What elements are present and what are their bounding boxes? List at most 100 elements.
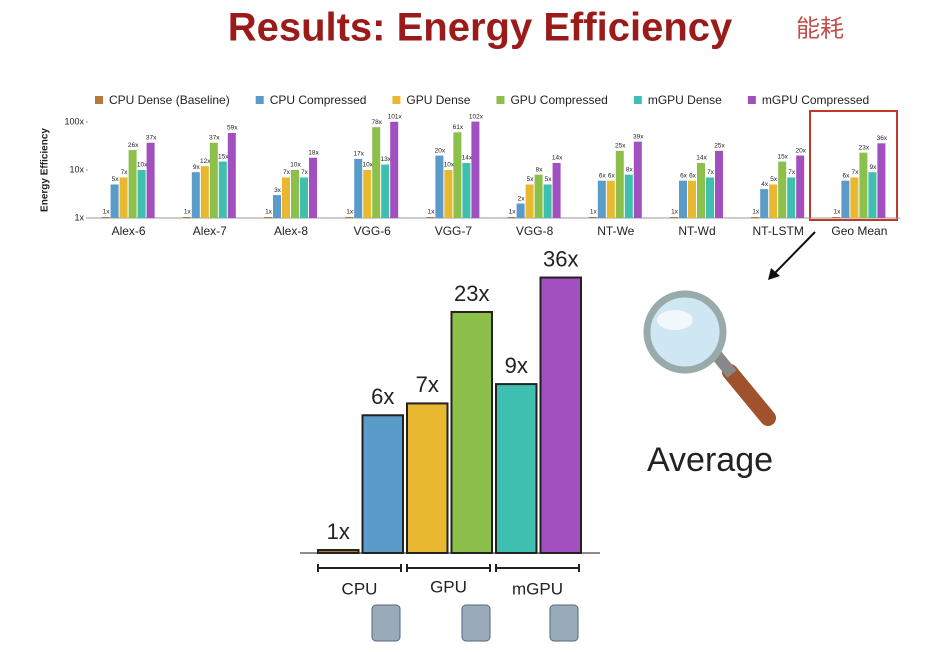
bar [516,203,525,218]
group-label: GPU [430,577,467,596]
value-label: 23x [454,281,489,306]
value-label: 13x [380,156,391,163]
value-label: 1x [833,209,841,216]
x-tick-label: VGG-7 [435,224,473,238]
value-label: 1x [509,209,517,216]
handwritten-note: 能耗 [796,15,844,42]
x-tick-label: NT-Wd [678,224,715,238]
bar [679,180,687,218]
bar [444,170,453,218]
slide-title: Results: Energy Efficiency [228,6,733,50]
magnifier-icon [643,290,776,426]
bar [426,217,435,218]
legend-label: mGPU Dense [648,93,722,107]
y-tick-label: 1x [74,212,84,222]
bar [200,166,209,218]
legend-swatch [255,96,264,104]
value-label: 36x [543,246,578,271]
bar [462,162,471,218]
value-label: 7x [416,372,439,397]
y-axis-label: Energy Efficiency [40,128,51,212]
value-label: 59x [227,125,238,132]
value-label: 26x [128,142,139,149]
value-label: 8x [626,166,634,173]
bar [363,170,372,218]
value-label: 14x [552,155,563,162]
group-label: mGPU [512,579,563,598]
bar [309,157,317,218]
value-label: 6x [680,172,688,179]
x-tick-label: NT-LSTM [753,224,804,238]
bar [543,184,552,218]
legend-swatch [633,96,642,104]
value-label: 25x [714,143,725,150]
value-label: 12x [200,158,211,165]
bar [110,184,119,218]
bar [597,180,606,218]
bar [588,217,597,218]
bar [227,132,236,218]
bar [877,143,886,218]
legend-swatch [95,96,103,104]
bar [264,217,272,218]
value-label: 6x [842,172,850,179]
x-tick-label: VGG-8 [516,224,554,238]
bar [670,217,678,218]
value-label: 10x [362,162,373,169]
value-label: 7x [788,169,796,176]
y-tick-label: 10x [69,164,84,174]
value-label: 7x [851,169,859,176]
bar [345,217,354,218]
bar [552,162,561,218]
bar [471,121,480,218]
bar [191,172,200,218]
value-label: 1x [427,209,435,216]
bar [435,155,444,218]
bar [796,155,805,218]
bar [450,310,493,555]
legend-swatch [747,96,756,104]
value-label: 39x [633,133,644,140]
value-label: 1x [327,519,350,544]
value-label: 10x [444,162,455,169]
bar [539,276,582,554]
value-label: 61x [453,124,464,131]
bar [282,177,290,218]
value-label: 102x [469,113,484,120]
value-label: 1x [346,209,354,216]
bar [715,150,723,218]
value-label: 20x [435,147,446,154]
arrow-head [768,268,780,280]
bar [146,142,155,218]
bar [406,402,449,554]
bar [137,170,146,218]
x-tick-label: Alex-8 [274,224,308,238]
value-label: 1x [184,209,192,216]
x-tick-label: VGG-6 [354,224,392,238]
bar [495,383,538,555]
value-label: 1x [752,209,760,216]
value-label: 14x [462,155,473,162]
value-label: 37x [209,134,220,141]
server-icons [371,604,579,642]
bar [633,141,642,218]
value-label: 7x [707,169,715,176]
bar [317,549,360,554]
legend-label: GPU Compressed [510,93,607,107]
value-label: 18x [308,149,319,156]
value-label: 7x [121,169,129,176]
value-label: 1x [265,209,273,216]
value-label: 4x [761,181,769,188]
x-tick-label: Geo Mean [831,224,887,238]
bar [868,172,877,218]
legend-swatch [496,96,505,104]
value-label: 6x [689,172,697,179]
x-tick-label: Alex-7 [193,224,227,238]
legend-swatch [392,96,401,104]
highlight-box [809,110,898,221]
bar [453,132,462,218]
legend-label: GPU Dense [406,93,470,107]
legend-label: CPU Compressed [270,93,367,107]
value-label: 5x [770,176,778,183]
